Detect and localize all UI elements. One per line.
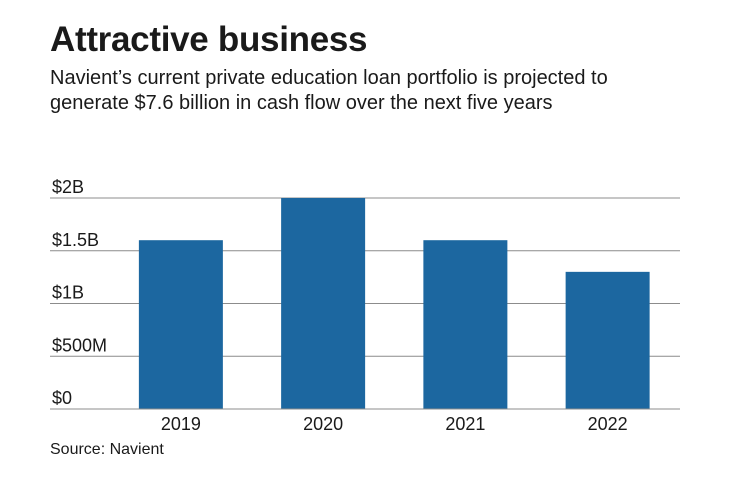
y-tick-label: $1B <box>52 283 84 303</box>
y-tick-label: $1.5B <box>52 230 99 250</box>
bar-2020 <box>281 198 366 409</box>
x-tick-label: 2022 <box>588 414 628 434</box>
y-tick-label: $2B <box>52 177 84 197</box>
y-tick-label: $0 <box>52 388 72 408</box>
x-tick-label: 2021 <box>445 414 485 434</box>
chart-subtitle: Navient’s current private education loan… <box>50 67 608 114</box>
x-tick-label: 2020 <box>303 414 343 434</box>
source-note: Source: Navient <box>50 441 164 458</box>
bar-2019 <box>138 240 223 409</box>
bar-2022 <box>565 271 650 409</box>
bar-2021 <box>423 240 508 409</box>
chart-title: Attractive business <box>50 20 368 59</box>
y-tick-label: $500M <box>52 335 107 355</box>
x-tick-label: 2019 <box>161 414 201 434</box>
